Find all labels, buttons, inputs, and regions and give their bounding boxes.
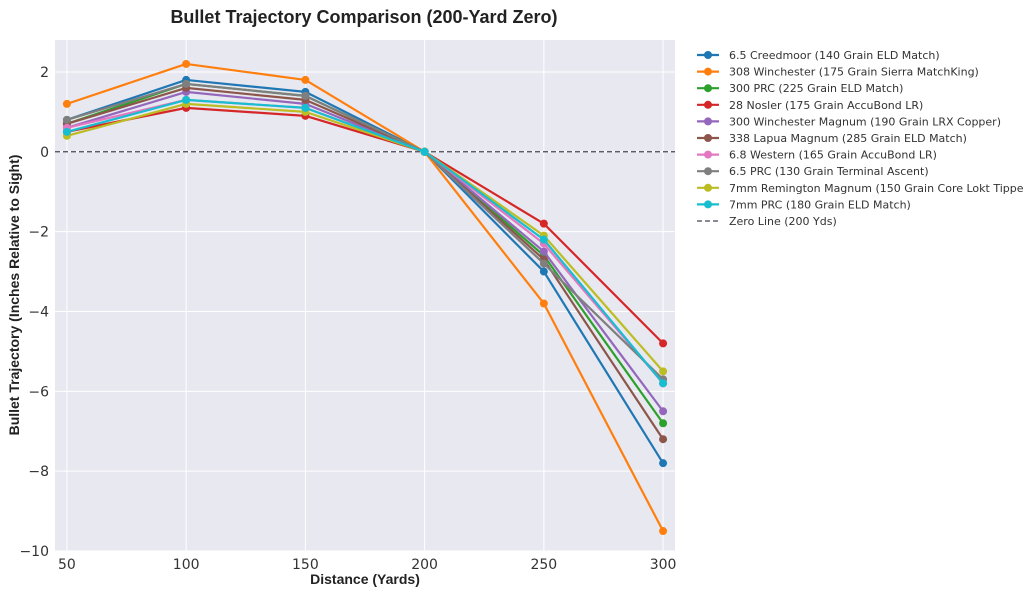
y-tick-label: −8	[28, 464, 49, 480]
y-tick-label: −6	[28, 384, 49, 400]
data-point	[659, 459, 668, 468]
legend-swatch-marker	[704, 84, 712, 93]
legend-swatch-marker	[704, 150, 712, 159]
legend-label: 6.5 Creedmoor (140 Grain ELD Match)	[729, 49, 940, 62]
legend-item: 6.8 Western (165 Grain AccuBond LR)	[697, 149, 937, 162]
x-axis: 50 100 150 200 250 300	[58, 557, 676, 573]
legend-swatch-marker	[704, 167, 712, 176]
x-axis-label: Distance (Yards)	[310, 571, 420, 587]
data-point	[659, 419, 668, 428]
data-point	[539, 259, 548, 268]
legend-label: 28 Nosler (175 Grain AccuBond LR)	[729, 99, 923, 112]
legend-item: 7mm PRC (180 Grain ELD Match)	[697, 198, 911, 211]
data-point	[659, 339, 668, 348]
legend-item: 7mm Remington Magnum (150 Grain Core Lok…	[697, 182, 1024, 195]
y-tick-label: −4	[28, 304, 49, 320]
legend-item: 338 Lapua Magnum (285 Grain ELD Match)	[697, 132, 967, 145]
legend-label: 6.8 Western (165 Grain AccuBond LR)	[729, 149, 937, 162]
series-line	[66, 106, 664, 345]
y-tick-label: 0	[40, 145, 49, 161]
y-tick-label: 2	[40, 65, 49, 81]
series-9	[62, 95, 668, 388]
y-tick-label: −2	[28, 225, 49, 241]
legend-label: 308 Winchester (175 Grain Sierra MatchKi…	[729, 66, 979, 79]
data-point	[539, 267, 548, 276]
legend-item: 28 Nosler (175 Grain AccuBond LR)	[697, 99, 923, 112]
legend-item: 6.5 Creedmoor (140 Grain ELD Match)	[697, 49, 940, 62]
series-line	[66, 98, 664, 385]
data-point	[539, 235, 548, 244]
legend-label: 300 Winchester Magnum (190 Grain LRX Cop…	[729, 115, 1001, 128]
legend-swatch-marker	[704, 200, 712, 209]
series-line	[66, 82, 664, 381]
data-point	[420, 147, 429, 156]
series-line	[66, 86, 664, 440]
x-tick-label: 150	[292, 557, 319, 573]
series-line	[66, 90, 664, 412]
data-point	[659, 379, 668, 388]
legend-item: 300 Winchester Magnum (190 Grain LRX Cop…	[697, 115, 1001, 128]
data-point	[301, 103, 310, 112]
legend-swatch-marker	[704, 51, 712, 59]
data-point	[659, 527, 668, 536]
data-point	[659, 407, 668, 416]
data-point	[539, 247, 548, 256]
series-line	[66, 78, 665, 464]
legend-label: Zero Line (200 Yds)	[729, 215, 837, 228]
x-tick-label: 100	[173, 557, 200, 573]
data-point	[62, 115, 71, 124]
data-point	[659, 435, 668, 444]
legend-swatch-marker	[704, 134, 712, 142]
data-point	[182, 95, 191, 104]
legend-swatch-marker	[704, 183, 712, 192]
y-tick-label: −10	[19, 544, 49, 560]
legend-label: 338 Lapua Magnum (285 Grain ELD Match)	[729, 132, 967, 145]
legend-label: 7mm Remington Magnum (150 Grain Core Lok…	[729, 182, 1024, 195]
data-point	[301, 91, 310, 100]
legend-swatch-marker	[704, 117, 712, 126]
data-point	[539, 219, 548, 228]
legend-label: 300 PRC (225 Grain ELD Match)	[729, 82, 903, 95]
data-point	[659, 367, 668, 376]
data-point	[62, 127, 71, 136]
x-tick-label: 50	[58, 557, 76, 573]
legend-label: 6.5 PRC (130 Grain Terminal Ascent)	[729, 165, 929, 178]
data-point	[62, 99, 71, 108]
legend-item: Zero Line (200 Yds)	[697, 215, 837, 228]
data-point	[301, 75, 310, 84]
legend: 6.5 Creedmoor (140 Grain ELD Match) 308 W…	[697, 49, 1024, 228]
y-axis: 2 0 −2 −4 −6 −8 −10	[19, 65, 49, 560]
x-tick-label: 300	[650, 557, 677, 573]
series-layer	[62, 59, 668, 536]
chart-title: Bullet Trajectory Comparison (200-Yard Z…	[170, 7, 557, 27]
legend-item: 300 PRC (225 Grain ELD Match)	[697, 82, 903, 95]
legend-item: 6.5 PRC (130 Grain Terminal Ascent)	[697, 165, 929, 178]
legend-swatch-marker	[704, 67, 712, 76]
y-axis-label: Bullet Trajectory (Inches Relative to Si…	[6, 155, 22, 436]
series-line	[66, 102, 664, 373]
x-tick-label: 250	[530, 557, 557, 573]
data-point	[182, 59, 191, 68]
series-line	[66, 62, 665, 532]
legend-item: 308 Winchester (175 Grain Sierra MatchKi…	[697, 66, 979, 79]
data-point	[182, 79, 191, 88]
x-tick-label: 200	[411, 557, 438, 573]
legend-label: 7mm PRC (180 Grain ELD Match)	[729, 198, 911, 211]
data-point	[539, 299, 548, 308]
legend-swatch-marker	[704, 100, 712, 109]
